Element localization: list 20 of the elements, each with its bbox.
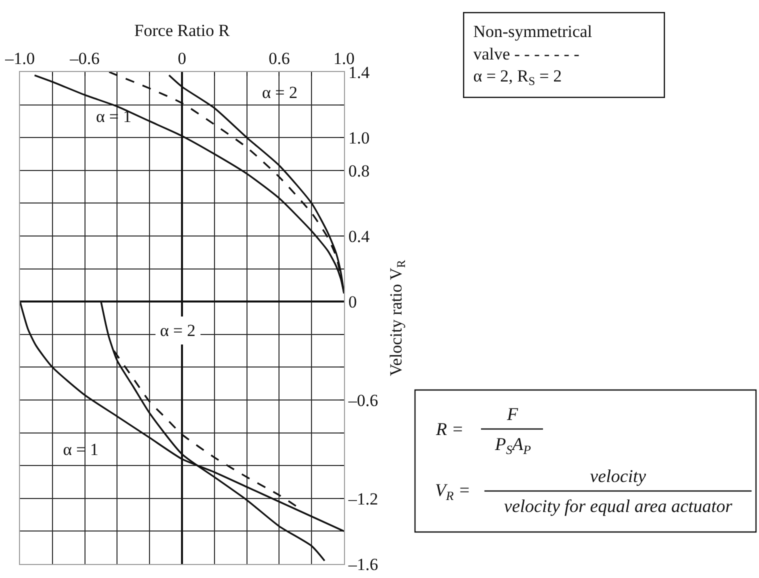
- y-tick-label: 0.4: [348, 226, 370, 246]
- y-tick-label: –1.2: [347, 489, 378, 508]
- text: P$_{S}$A$_{P}$: [494, 434, 532, 457]
- text: velocity for equal area actuator: [504, 496, 734, 516]
- x-tick-label: 0.6: [268, 49, 290, 68]
- x-axis-title: Force Ratio R: [134, 20, 230, 40]
- text: V$_{R}$ =: [435, 480, 470, 503]
- y-tick-label: –0.6: [347, 390, 378, 410]
- y-tick-label: 1.0: [348, 128, 370, 148]
- text: R =: [435, 419, 464, 439]
- x-tick-label: –0.6: [68, 49, 100, 68]
- text: velocity: [590, 466, 646, 486]
- text: Non-symmetrical valve - - - - - - - α = 2, R$_{S}$ = 2: [473, 22, 592, 88]
- x-tick-label: 0: [178, 49, 186, 68]
- y-tick-label: –1.6: [347, 554, 378, 574]
- annotation: α = 2: [160, 321, 196, 340]
- text: F: [506, 404, 519, 424]
- y-tick-label: 0.8: [348, 161, 370, 180]
- y-tick-label: 0: [348, 292, 357, 312]
- x-tick-label: –1.0: [4, 49, 35, 68]
